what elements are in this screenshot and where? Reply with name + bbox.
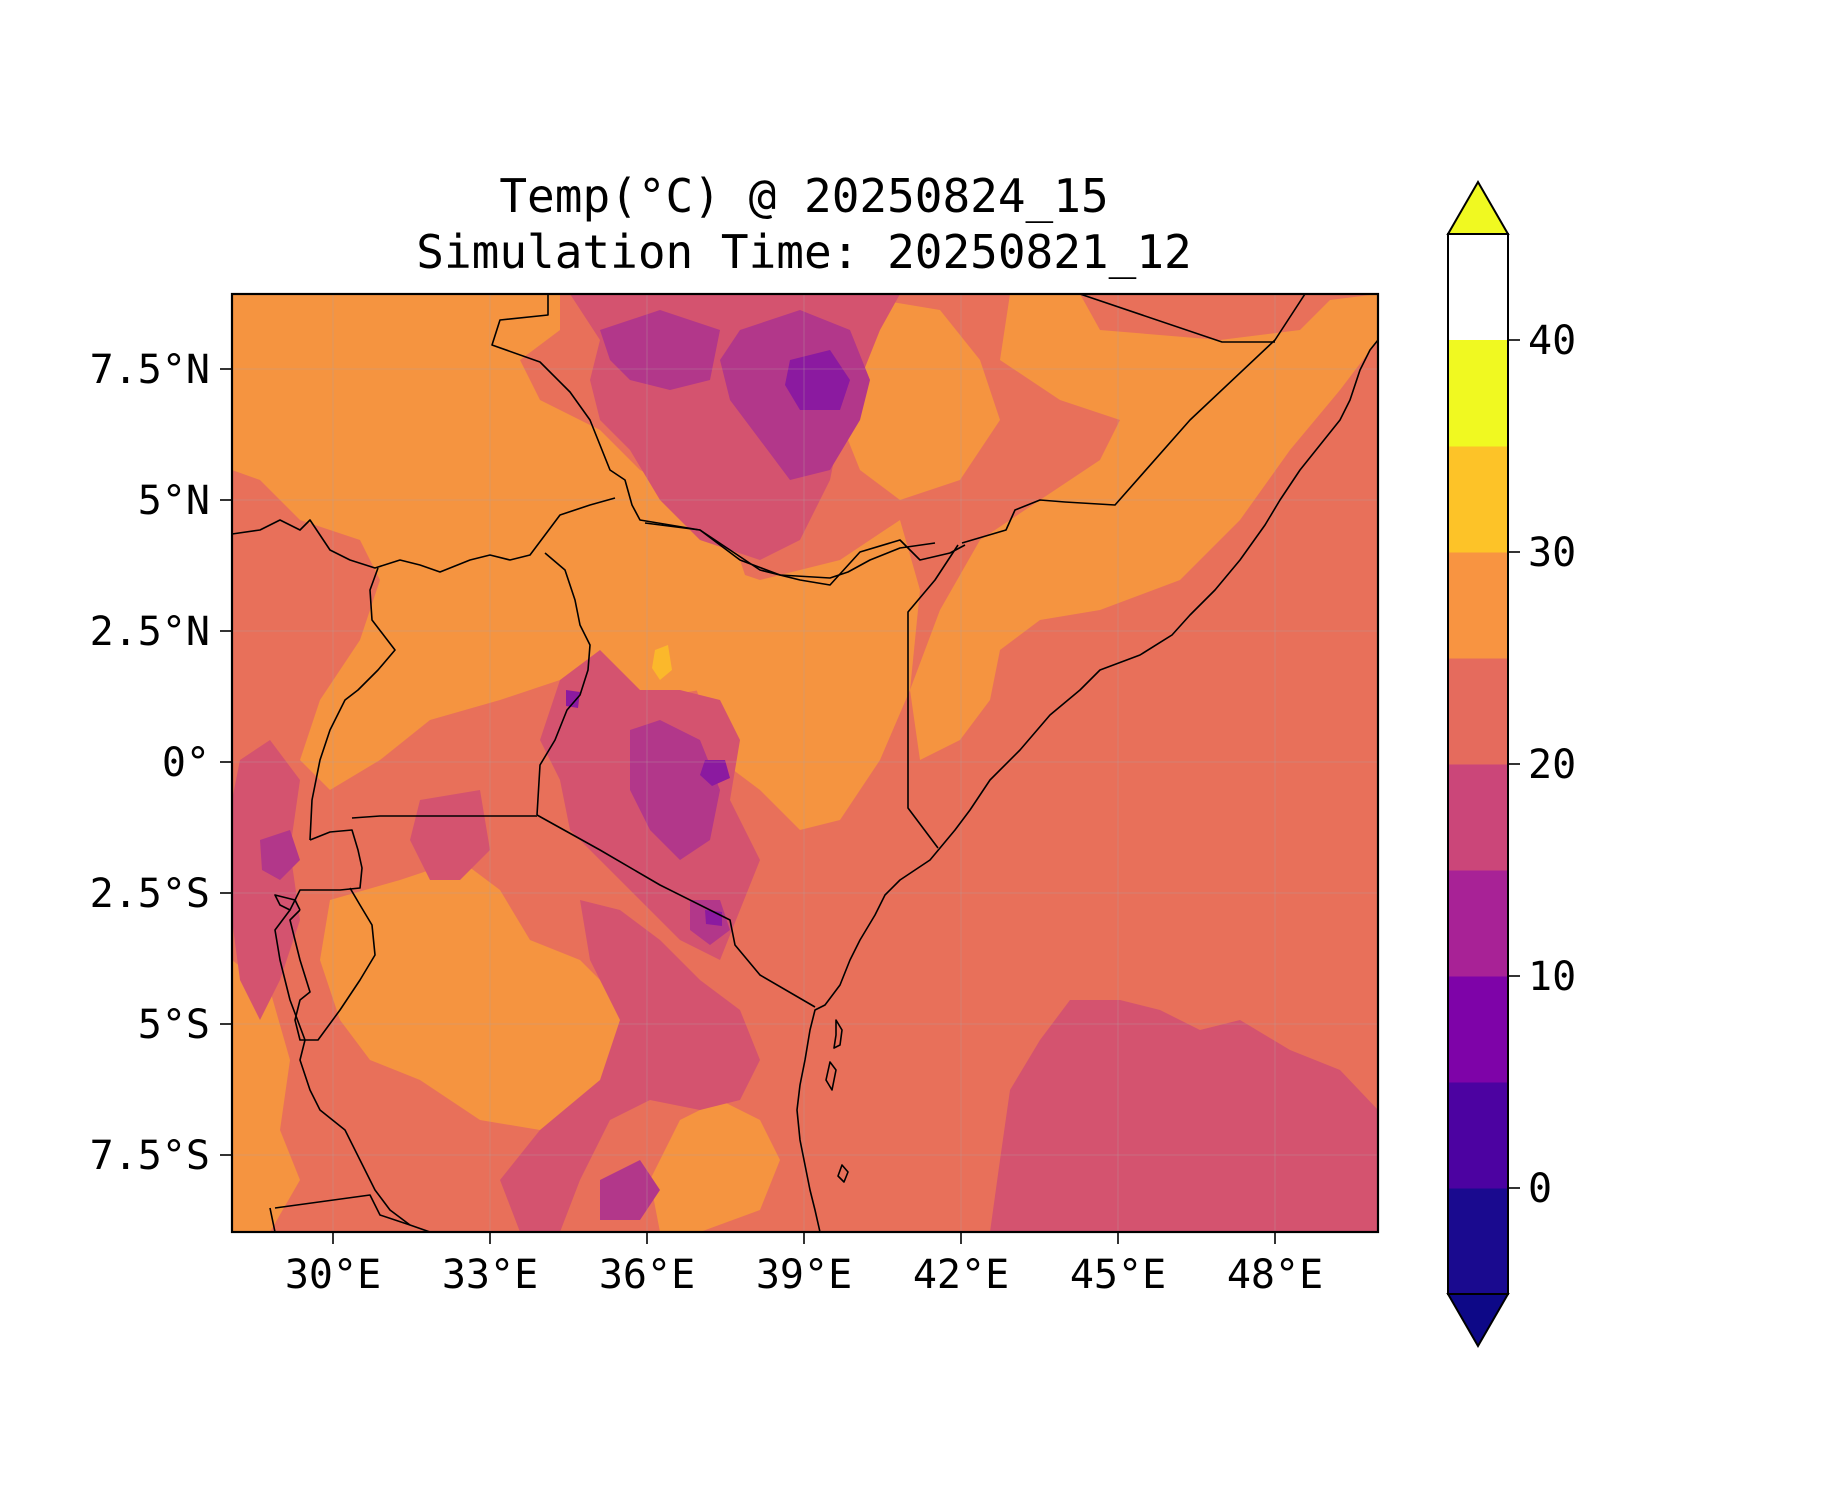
cool-region-tanzania-highlands	[500, 900, 760, 1232]
border-kenya-tanzania	[536, 814, 816, 1008]
border-burundi-tanzania	[289, 887, 376, 1041]
border-uganda-drc	[309, 567, 396, 841]
colorbar-band	[1448, 446, 1508, 553]
longitude-axis: 30°E 33°E 36°E 39°E 42°E 45°E 48°E	[285, 1232, 1323, 1298]
colorbar-tick-label: 30	[1528, 530, 1576, 576]
warm-region-somalia	[910, 294, 1378, 760]
cold-region-rwanda	[260, 830, 300, 880]
island-pemba	[825, 1061, 837, 1091]
colorbar-tick-label: 10	[1528, 954, 1576, 1000]
cool-region-uganda	[410, 790, 490, 880]
chart-subtitle: Simulation Time: 20250821_12	[416, 225, 1191, 279]
border-somaliland	[1079, 294, 1275, 343]
warm-region-ethiopia-east	[840, 300, 1000, 500]
border-south-sudan-ethiopia	[491, 294, 966, 586]
colorbar-band	[1448, 764, 1508, 871]
colorbar-tick-label: 20	[1528, 742, 1576, 788]
lat-tick-label: 5°N	[138, 478, 210, 524]
lat-tick-label: 7.5°N	[90, 347, 210, 393]
map-area	[232, 294, 1378, 1232]
lon-tick-label: 42°E	[913, 1252, 1009, 1298]
border-rwanda-burundi	[274, 829, 363, 911]
colorbar-tick-label: 0	[1528, 1166, 1552, 1212]
island-zanzibar	[833, 1019, 843, 1049]
colorbar-band	[1448, 1188, 1508, 1295]
lon-tick-label: 45°E	[1070, 1252, 1166, 1298]
border-uganda-tanzania	[351, 815, 537, 819]
warm-region-west-edge	[232, 960, 300, 1232]
colorbar-bands	[1448, 340, 1508, 1295]
cold-region-ethiopia-west	[600, 310, 720, 390]
colorbar-band	[1448, 870, 1508, 977]
country-borders	[232, 294, 1378, 1232]
colorbar-under-extension	[1446, 1293, 1510, 1349]
lon-tick-label: 36°E	[599, 1252, 695, 1298]
colorbar: 0 10 20 30 40	[1446, 179, 1576, 1349]
colorbar-ticks: 0 10 20 30 40	[1508, 318, 1576, 1212]
hot-spot-lake-turkana	[652, 645, 672, 680]
border-ethiopia-somalia	[961, 294, 1306, 544]
temperature-field-contours	[232, 294, 1378, 1232]
coldest-spot-mt-kenya	[700, 760, 730, 786]
border-kenya-ethiopia	[644, 522, 936, 579]
warm-region-northwest	[232, 294, 760, 790]
map-gridlines	[232, 294, 1378, 1232]
border-zambia-tanzania	[269, 1194, 411, 1232]
lon-tick-label: 33°E	[442, 1252, 538, 1298]
lon-tick-label: 48°E	[1227, 1252, 1323, 1298]
lat-tick-label: 5°S	[138, 1002, 210, 1048]
lat-tick-label: 0°	[162, 740, 210, 786]
warm-region-tanzania	[320, 860, 640, 1130]
border-kenya-somalia	[907, 544, 959, 849]
colorbar-tick-label: 40	[1528, 318, 1576, 364]
colorbar-band	[1448, 340, 1508, 447]
lon-tick-label: 30°E	[285, 1252, 381, 1298]
cold-region-kenya-highlands	[630, 720, 720, 860]
coldest-spot-elgon	[566, 690, 580, 708]
border-uganda-kenya	[536, 552, 591, 816]
colorbar-over-extension	[1446, 179, 1510, 235]
cold-region-south-highlands	[600, 1160, 660, 1220]
lat-tick-label: 2.5°N	[90, 609, 210, 655]
warm-region-tanzania-south	[650, 1100, 780, 1232]
colorbar-band	[1448, 976, 1508, 1083]
warm-region-kenya-north	[560, 520, 920, 830]
lat-tick-label: 7.5°S	[90, 1133, 210, 1179]
colorbar-band	[1448, 658, 1508, 765]
island-mafia	[837, 1164, 849, 1183]
map-frame	[230, 292, 1380, 1234]
colorbar-band	[1448, 1082, 1508, 1189]
border-sudan-south-sudan-west	[232, 497, 616, 573]
chart-title: Temp(°C) @ 20250824_15	[499, 169, 1108, 223]
lon-tick-label: 39°E	[756, 1252, 852, 1298]
border-drc-tanzania-lake	[274, 909, 431, 1232]
latitude-axis: 7.5°N 5°N 2.5°N 0° 2.5°S 5°S 7.5°S	[90, 347, 232, 1179]
cool-region-west-lakes	[232, 740, 300, 1020]
colorbar-band	[1448, 552, 1508, 659]
coastline-east-africa	[796, 339, 1378, 1232]
cool-region-southeast-ocean	[990, 1000, 1378, 1232]
coldest-spot-ethiopia	[785, 350, 850, 410]
lat-tick-label: 2.5°S	[90, 871, 210, 917]
